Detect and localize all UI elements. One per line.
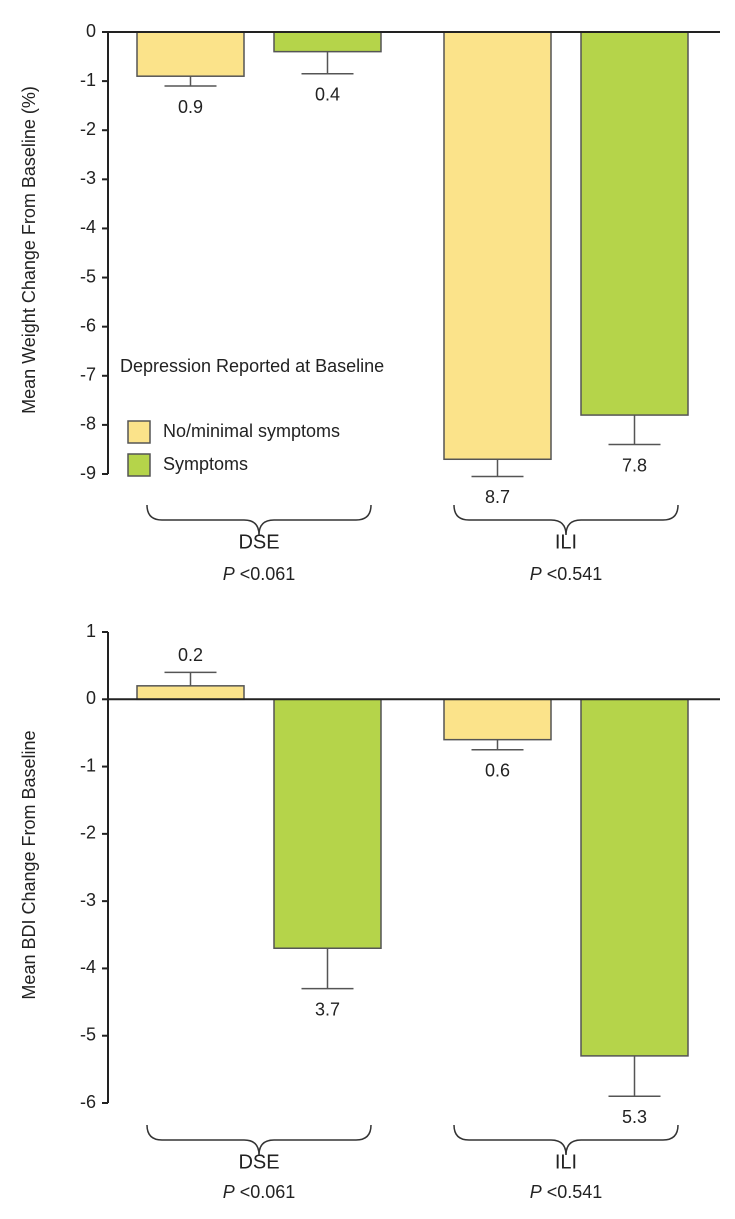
legend-title: Depression Reported at Baseline <box>120 356 385 376</box>
group-brace <box>146 1124 372 1156</box>
bar <box>580 31 689 416</box>
p-symbol: P <box>223 564 235 584</box>
y-tick-label: -9 <box>80 463 96 483</box>
p-value: P <0.061 <box>223 564 296 584</box>
y-tick-label: -1 <box>80 70 96 90</box>
group-label: ILI <box>555 1151 577 1173</box>
y-tick-label: -5 <box>80 1024 96 1044</box>
group-brace <box>453 1124 679 1156</box>
p-value: P <0.541 <box>530 1182 603 1202</box>
value-label: 7.8 <box>622 455 647 475</box>
p-number: <0.061 <box>240 564 296 584</box>
value-label: 5.3 <box>622 1107 647 1127</box>
error-bar <box>164 671 217 686</box>
error-bar <box>471 459 524 478</box>
bar <box>273 31 382 53</box>
y-tick-label: -6 <box>80 1092 96 1112</box>
bar <box>443 698 552 741</box>
y-axis-label: Mean BDI Change From Baseline <box>19 730 39 999</box>
error-bar <box>608 1055 661 1098</box>
y-tick-label: -2 <box>80 823 96 843</box>
bar <box>273 698 382 949</box>
group-label: DSE <box>238 1151 279 1173</box>
error-bar <box>164 76 217 87</box>
legend-swatch <box>127 420 151 444</box>
value-label: 0.2 <box>178 645 203 665</box>
value-label: 8.7 <box>485 487 510 507</box>
y-tick-label: -5 <box>80 266 96 286</box>
legend-label: Symptoms <box>163 454 248 474</box>
y-tick-label: -1 <box>80 755 96 775</box>
y-tick-label: -7 <box>80 365 96 385</box>
bar <box>580 698 689 1057</box>
y-tick-label: 1 <box>86 621 96 641</box>
p-number: <0.541 <box>547 564 603 584</box>
error-bar <box>301 948 354 990</box>
value-label: 0.9 <box>178 97 203 117</box>
y-tick-label: -4 <box>80 217 96 237</box>
y-axis-label: Mean Weight Change From Baseline (%) <box>19 86 39 414</box>
y-tick-label: -4 <box>80 957 96 977</box>
p-symbol: P <box>530 1182 542 1202</box>
bar <box>443 31 552 461</box>
group-brace <box>146 504 372 536</box>
error-bar <box>608 415 661 446</box>
y-tick-label: 0 <box>86 21 96 41</box>
y-tick-label: -3 <box>80 168 96 188</box>
legend-label: No/minimal symptoms <box>163 421 340 441</box>
y-tick-label: -3 <box>80 890 96 910</box>
y-tick-label: -2 <box>80 119 96 139</box>
value-label: 3.7 <box>315 999 340 1019</box>
group-label: DSE <box>238 531 279 553</box>
p-value: P <0.541 <box>530 564 603 584</box>
p-value: P <0.061 <box>223 1182 296 1202</box>
y-tick-label: -8 <box>80 414 96 434</box>
group-label: ILI <box>555 531 577 553</box>
group-brace <box>453 504 679 536</box>
value-label: 0.4 <box>315 84 340 104</box>
p-number: <0.061 <box>240 1182 296 1202</box>
value-label: 0.6 <box>485 761 510 781</box>
bar <box>136 31 245 77</box>
bar <box>136 685 245 701</box>
p-number: <0.541 <box>547 1182 603 1202</box>
legend-swatch <box>127 453 151 477</box>
p-symbol: P <box>223 1182 235 1202</box>
p-symbol: P <box>530 564 542 584</box>
error-bar <box>471 739 524 751</box>
y-tick-label: 0 <box>86 688 96 708</box>
error-bar <box>301 51 354 75</box>
y-tick-label: -6 <box>80 315 96 335</box>
